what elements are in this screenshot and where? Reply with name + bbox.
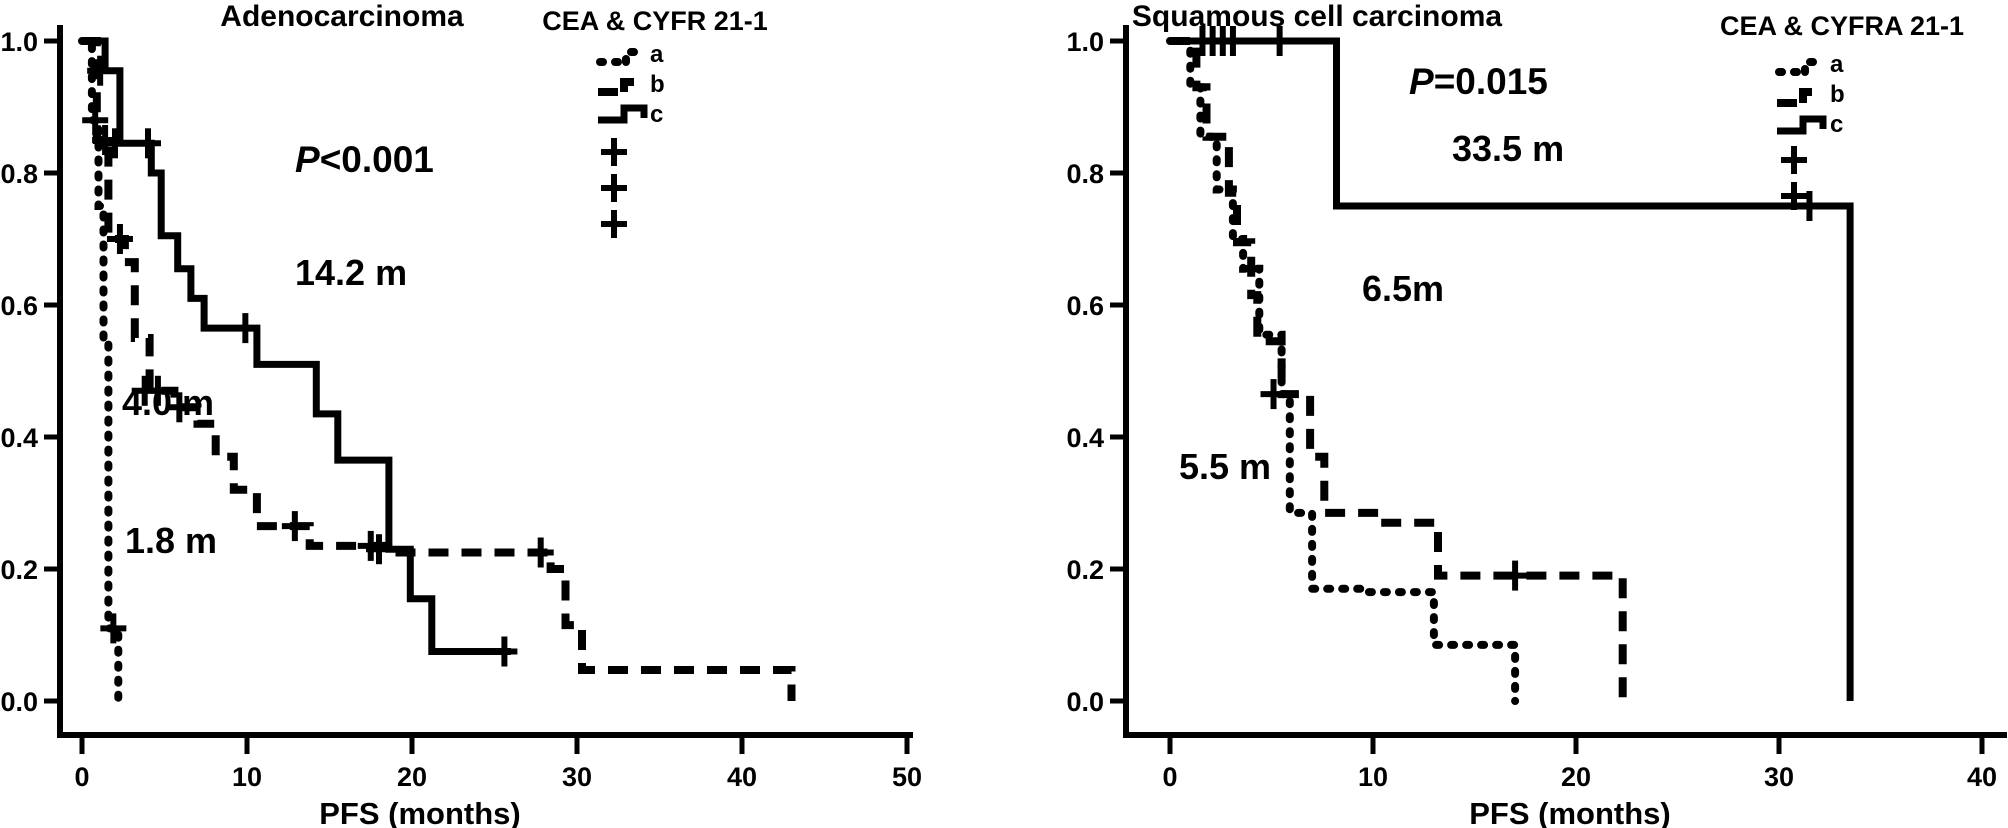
- y-tick-2: 0.8: [0, 159, 38, 189]
- x-ticks-left: [79, 735, 910, 754]
- y-tick-3: 0.6: [0, 291, 38, 321]
- censor-mark: [1219, 26, 1246, 56]
- censor-mark: [100, 613, 127, 644]
- legend-step-a-right: [1801, 58, 1827, 76]
- median-label-c-right: 33.5 m: [1452, 128, 1564, 169]
- legend-censor-marks-right: [1781, 146, 1807, 210]
- x-ticks-right: [1167, 735, 1985, 754]
- x-axis-title-right: PFS (months): [1469, 796, 1671, 828]
- censor-mark: [491, 636, 518, 667]
- curves-left: [78, 37, 796, 705]
- median-label-a-left: 1.8 m: [125, 520, 217, 561]
- panel-squamous-cell-carcinoma: Squamous cell carcinoma CEA & CYFRA 21-1…: [1004, 0, 2008, 828]
- censor-mark: [87, 55, 114, 86]
- legend-swatch-c-left: [598, 104, 648, 124]
- legend-step-a-left: [622, 48, 648, 66]
- x-tick-1: 0: [1162, 762, 1177, 792]
- censor-mark: [1266, 26, 1293, 56]
- censor-mark: [1796, 191, 1823, 221]
- curves-right: [1166, 26, 1854, 705]
- legend-label-c-left: c: [650, 101, 663, 128]
- legend-label-a-right: a: [1830, 51, 1844, 78]
- legend-censor-marks-left: [601, 138, 627, 238]
- pvalue-symbol-left: P: [295, 139, 320, 180]
- axes-right: 1.0 0.8 0.6 0.4 0.2 0.0 0 10 20 30 40: [1066, 25, 2007, 828]
- censor-mark: [232, 313, 259, 344]
- y-tick-2: 0.8: [1066, 159, 1104, 189]
- legend-step-b-right: [1799, 88, 1823, 103]
- x-tick-2: 10: [1358, 762, 1388, 792]
- median-label-b-right: 6.5m: [1362, 268, 1444, 309]
- y-tick-4: 0.4: [0, 423, 38, 453]
- panel-title-right: Squamous cell carcinoma: [1132, 0, 1502, 33]
- x-axis-title-left: PFS (months): [319, 796, 521, 828]
- panel-adenocarcinoma: Adenocarcinoma CEA & CYFR 21-1 a b c: [0, 0, 922, 828]
- x-tick-4: 30: [562, 762, 592, 792]
- y-tick-1: 1.0: [1066, 27, 1104, 57]
- km-curve-b: [82, 37, 796, 701]
- legend-label-b-left: b: [650, 71, 665, 98]
- legend-label-a-left: a: [650, 41, 664, 68]
- legend-title-right: CEA & CYFRA 21-1: [1720, 11, 1964, 41]
- pvalue-symbol-right: P: [1409, 61, 1434, 102]
- x-tick-4: 30: [1764, 762, 1794, 792]
- x-tick-5: 40: [1967, 762, 1997, 792]
- censor-mark: [144, 375, 171, 406]
- y-tick-4: 0.4: [1066, 423, 1104, 453]
- censor-mark: [366, 534, 392, 565]
- median-label-c-left: 14.2 m: [295, 252, 407, 293]
- x-tick-3: 20: [1561, 762, 1591, 792]
- y-tick-3: 0.6: [1066, 291, 1104, 321]
- km-curve-a: [1166, 37, 1520, 705]
- x-tick-2: 10: [232, 762, 262, 792]
- legend-label-b-right: b: [1830, 81, 1845, 108]
- legend-step-b-left: [620, 78, 644, 92]
- censor-mark: [135, 128, 161, 159]
- median-label-a-right: 5.5 m: [1179, 446, 1271, 487]
- legend-label-c-right: c: [1830, 111, 1843, 138]
- legend-right: CEA & CYFRA 21-1 a b c: [1720, 11, 1964, 210]
- pvalue-left: P<0.001: [295, 139, 434, 180]
- x-tick-6: 50: [892, 762, 922, 792]
- y-tick-6: 0.0: [0, 687, 38, 717]
- censor-mark: [281, 511, 308, 542]
- censor-mark: [102, 128, 128, 159]
- chart-svg-right: Squamous cell carcinoma CEA & CYFRA 21-1…: [1066, 0, 2007, 828]
- censor-mark: [166, 392, 193, 423]
- y-tick-6: 0.0: [1066, 687, 1104, 717]
- panel-title-left: Adenocarcinoma: [220, 0, 464, 33]
- y-tick-1: 1.0: [0, 27, 38, 57]
- legend-swatch-c-right: [1777, 115, 1827, 135]
- chart-svg-left: Adenocarcinoma CEA & CYFR 21-1 a b c: [0, 0, 922, 828]
- y-tick-5: 0.2: [1066, 555, 1104, 585]
- censor-mark: [1260, 379, 1287, 410]
- axes-left: 1.0 0.8 0.6 0.4 0.2 0.0 0 10 20 30: [0, 25, 922, 828]
- y-ticks-left: [44, 38, 60, 704]
- km-curve-b: [1170, 37, 1627, 701]
- y-ticks-right: [1110, 38, 1126, 704]
- censor-mark: [527, 537, 554, 568]
- legend-left: CEA & CYFR 21-1 a b c: [542, 6, 768, 238]
- censor-mark: [1502, 560, 1529, 591]
- x-tick-1: 0: [74, 762, 89, 792]
- x-tick-5: 40: [727, 762, 757, 792]
- pvalue-right: P=0.015: [1409, 61, 1548, 102]
- censor-mark: [106, 224, 133, 254]
- y-tick-5: 0.2: [0, 555, 38, 585]
- pvalue-rest-left: <0.001: [320, 139, 434, 180]
- x-tick-3: 20: [397, 762, 427, 792]
- pvalue-rest-right: =0.015: [1434, 61, 1548, 102]
- legend-title-left: CEA & CYFR 21-1: [542, 6, 768, 36]
